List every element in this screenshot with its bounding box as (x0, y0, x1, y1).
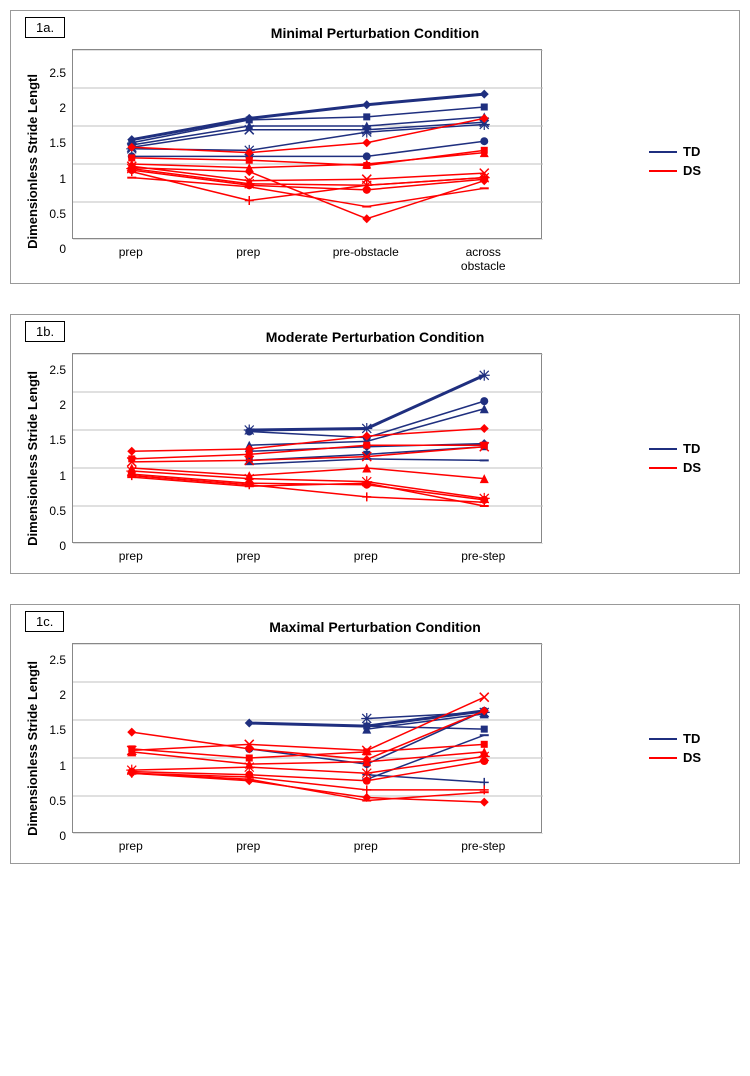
panel-label: 1a. (25, 17, 65, 38)
y-axis-ticks: 2.5 2 1.5 1 0.5 0 (44, 653, 72, 843)
legend-swatch (649, 448, 677, 450)
y-tick-label: 0 (44, 242, 66, 256)
y-tick-label: 1 (44, 759, 66, 773)
y-tick-label: 0.5 (44, 504, 66, 518)
legend: TD DS (649, 140, 729, 182)
y-tick-label: 2 (44, 398, 66, 412)
y-tick-label: 2 (44, 688, 66, 702)
y-tick-label: 2.5 (44, 363, 66, 377)
y-tick-label: 0.5 (44, 794, 66, 808)
x-tick-label: prep (72, 549, 190, 563)
y-tick-label: 0 (44, 539, 66, 553)
plot-area (72, 643, 542, 833)
y-tick-label: 0 (44, 829, 66, 843)
legend-label: DS (683, 460, 701, 475)
y-tick-label: 2.5 (44, 66, 66, 80)
legend-label: TD (683, 144, 700, 159)
y-axis-label: Dimensionless Stride Lengtl (21, 661, 44, 836)
y-tick-label: 0.5 (44, 207, 66, 221)
x-axis-ticks: preppreppre-obstacleacrossobstacle (72, 245, 542, 273)
y-tick-label: 2.5 (44, 653, 66, 667)
x-tick-label: prep (72, 245, 190, 273)
chart-panel-p3: 1c. Maximal Perturbation Condition Dimen… (10, 604, 740, 864)
x-tick-label: prep (72, 839, 190, 853)
legend-label: DS (683, 750, 701, 765)
x-tick-label: prep (307, 839, 425, 853)
legend-swatch (649, 170, 677, 172)
x-tick-label: prep (190, 549, 308, 563)
legend-label: TD (683, 731, 700, 746)
x-tick-label: prep (307, 549, 425, 563)
y-tick-label: 1.5 (44, 723, 66, 737)
chart-title: Moderate Perturbation Condition (21, 329, 729, 345)
y-axis-ticks: 2.5 2 1.5 1 0.5 0 (44, 363, 72, 553)
plot-area (72, 353, 542, 543)
legend-item-td: TD (649, 441, 729, 456)
plot-area (72, 49, 542, 239)
x-tick-label: acrossobstacle (425, 245, 543, 273)
legend-item-ds: DS (649, 460, 729, 475)
y-tick-label: 1.5 (44, 433, 66, 447)
legend-item-ds: DS (649, 750, 729, 765)
chart-panel-p2: 1b. Moderate Perturbation Condition Dime… (10, 314, 740, 574)
x-tick-label: pre-step (425, 549, 543, 563)
legend-item-td: TD (649, 144, 729, 159)
panel-label: 1c. (25, 611, 64, 632)
y-axis-ticks: 2.5 2 1.5 1 0.5 0 (44, 66, 72, 256)
legend-swatch (649, 738, 677, 740)
legend-swatch (649, 757, 677, 759)
legend-label: TD (683, 441, 700, 456)
x-tick-label: pre-step (425, 839, 543, 853)
y-tick-label: 2 (44, 101, 66, 115)
x-tick-label: pre-obstacle (307, 245, 425, 273)
legend-swatch (649, 151, 677, 153)
legend-swatch (649, 467, 677, 469)
legend-item-ds: DS (649, 163, 729, 178)
chart-title: Maximal Perturbation Condition (21, 619, 729, 635)
panel-label: 1b. (25, 321, 65, 342)
y-tick-label: 1 (44, 172, 66, 186)
x-axis-ticks: preppreppreppre-step (72, 839, 542, 853)
chart-title: Minimal Perturbation Condition (21, 25, 729, 41)
legend: TD DS (649, 727, 729, 769)
chart-panel-p1: 1a. Minimal Perturbation Condition Dimen… (10, 10, 740, 284)
x-tick-label: prep (190, 839, 308, 853)
y-axis-label: Dimensionless Stride Lengtl (21, 371, 44, 546)
legend-item-td: TD (649, 731, 729, 746)
y-tick-label: 1 (44, 469, 66, 483)
y-tick-label: 1.5 (44, 136, 66, 150)
y-axis-label: Dimensionless Stride Lengtl (21, 74, 44, 249)
legend: TD DS (649, 437, 729, 479)
legend-label: DS (683, 163, 701, 178)
x-tick-label: prep (190, 245, 308, 273)
x-axis-ticks: preppreppreppre-step (72, 549, 542, 563)
